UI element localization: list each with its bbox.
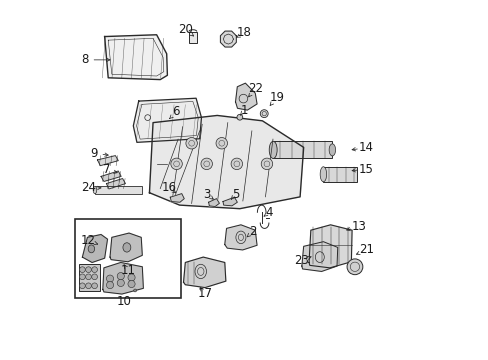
Text: 11: 11 bbox=[120, 264, 135, 277]
Polygon shape bbox=[183, 257, 225, 288]
Text: 24: 24 bbox=[81, 181, 96, 194]
Circle shape bbox=[80, 267, 85, 273]
Text: 6: 6 bbox=[172, 105, 180, 118]
Circle shape bbox=[216, 138, 227, 149]
Polygon shape bbox=[235, 83, 257, 110]
Bar bbox=[323, 167, 357, 182]
Polygon shape bbox=[104, 35, 167, 80]
Polygon shape bbox=[97, 156, 118, 166]
Ellipse shape bbox=[93, 186, 97, 194]
Text: 20: 20 bbox=[178, 23, 192, 36]
Bar bbox=[75, 220, 181, 298]
Bar bbox=[95, 186, 142, 194]
Ellipse shape bbox=[320, 167, 326, 182]
Polygon shape bbox=[102, 262, 143, 294]
Ellipse shape bbox=[328, 144, 335, 156]
Circle shape bbox=[128, 274, 135, 281]
Circle shape bbox=[231, 158, 242, 170]
Polygon shape bbox=[308, 225, 351, 268]
Circle shape bbox=[92, 274, 97, 280]
Circle shape bbox=[92, 283, 97, 289]
Text: 13: 13 bbox=[351, 220, 366, 233]
Polygon shape bbox=[82, 234, 107, 262]
Ellipse shape bbox=[122, 243, 131, 252]
Text: 19: 19 bbox=[269, 91, 284, 104]
Bar bbox=[79, 264, 100, 291]
Ellipse shape bbox=[237, 114, 242, 120]
Circle shape bbox=[128, 280, 135, 288]
Polygon shape bbox=[223, 197, 237, 206]
Circle shape bbox=[80, 283, 85, 289]
Text: 7: 7 bbox=[102, 163, 110, 176]
Text: 5: 5 bbox=[231, 188, 239, 201]
Circle shape bbox=[106, 275, 113, 282]
Circle shape bbox=[170, 158, 182, 170]
Circle shape bbox=[85, 274, 91, 280]
Bar bbox=[273, 141, 332, 158]
Text: 22: 22 bbox=[247, 82, 262, 95]
Text: 12: 12 bbox=[81, 234, 96, 247]
Ellipse shape bbox=[269, 141, 277, 158]
Circle shape bbox=[117, 273, 124, 280]
Text: 8: 8 bbox=[81, 53, 88, 66]
Text: 9: 9 bbox=[90, 147, 98, 159]
Circle shape bbox=[85, 267, 91, 273]
Text: 16: 16 bbox=[162, 181, 176, 194]
Text: 10: 10 bbox=[117, 296, 132, 309]
Polygon shape bbox=[110, 233, 142, 262]
Polygon shape bbox=[149, 116, 303, 209]
Circle shape bbox=[106, 282, 113, 289]
Circle shape bbox=[346, 259, 362, 275]
Text: 14: 14 bbox=[358, 141, 373, 154]
Text: 15: 15 bbox=[358, 163, 373, 176]
Text: 1: 1 bbox=[240, 104, 248, 117]
Text: 3: 3 bbox=[203, 188, 210, 201]
Circle shape bbox=[80, 274, 85, 280]
Polygon shape bbox=[106, 179, 125, 189]
Polygon shape bbox=[170, 194, 184, 202]
Circle shape bbox=[92, 267, 97, 273]
Ellipse shape bbox=[88, 245, 94, 253]
Text: 23: 23 bbox=[294, 254, 309, 267]
Polygon shape bbox=[224, 225, 257, 250]
Polygon shape bbox=[301, 242, 337, 271]
Circle shape bbox=[185, 138, 197, 149]
Circle shape bbox=[133, 289, 136, 292]
Text: 2: 2 bbox=[248, 225, 256, 238]
Circle shape bbox=[201, 158, 212, 170]
Polygon shape bbox=[208, 199, 219, 207]
Circle shape bbox=[117, 279, 124, 287]
Text: 17: 17 bbox=[197, 287, 212, 300]
Polygon shape bbox=[133, 98, 201, 142]
Polygon shape bbox=[220, 31, 236, 47]
Circle shape bbox=[85, 283, 91, 289]
Text: 4: 4 bbox=[265, 206, 273, 219]
Ellipse shape bbox=[260, 110, 267, 118]
Circle shape bbox=[261, 158, 272, 170]
Text: 21: 21 bbox=[358, 243, 373, 256]
Bar bbox=[188, 32, 196, 43]
Text: 18: 18 bbox=[237, 27, 251, 40]
Polygon shape bbox=[101, 171, 121, 181]
